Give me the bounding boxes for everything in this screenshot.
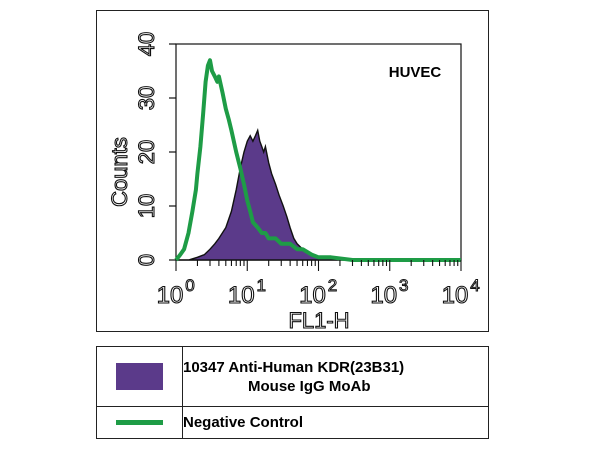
x-tick-label-1: 10 <box>228 282 255 309</box>
legend-swatch-cell <box>96 406 183 439</box>
y-tick-label-3: 30 <box>134 86 159 110</box>
x-tick-exponent-2: 2 <box>328 276 337 295</box>
series-1-line <box>174 58 461 262</box>
x-tick-label-0: 10 <box>157 282 184 309</box>
x-tick-label-4: 10 <box>442 282 469 309</box>
x-tick-exponent-4: 4 <box>470 276 479 295</box>
x-tick-exponent-3: 3 <box>399 276 408 295</box>
antibody-swatch <box>116 363 163 390</box>
legend-label-negative-control: Negative Control <box>182 406 489 439</box>
x-axis-label: FL1-H <box>288 308 349 333</box>
legend-antibody-line1: 10347 Anti-Human KDR(23B31) <box>183 358 405 376</box>
legend-antibody-line2: Mouse IgG MoAb <box>248 377 371 395</box>
legend-row-negative-control: Negative Control <box>96 406 489 439</box>
y-axis-label: Counts <box>107 137 132 207</box>
x-tick-label-3: 10 <box>370 282 397 309</box>
y-tick-label-2: 20 <box>134 140 159 164</box>
y-tick-label-4: 40 <box>134 32 159 56</box>
x-tick-label-2: 10 <box>299 282 326 309</box>
y-tick-label-1: 10 <box>134 194 159 218</box>
chart-frame: 0 10 20 30 40 10 0 10 1 10 2 10 3 10 4 FL1-H Counts HUVEC <box>96 10 489 333</box>
legend-table: 10347 Anti-Human KDR(23B31) Mouse IgG Mo… <box>96 346 489 439</box>
negative-control-swatch <box>116 420 163 425</box>
legend-row-antibody: 10347 Anti-Human KDR(23B31) Mouse IgG Mo… <box>96 346 489 407</box>
legend-swatch-cell <box>96 346 183 407</box>
legend-negative-control-text: Negative Control <box>183 414 304 431</box>
huvec-annotation: HUVEC <box>389 64 442 81</box>
x-tick-exponent-1: 1 <box>257 276 266 295</box>
x-tick-exponent-0: 0 <box>185 276 194 295</box>
series-0-area <box>176 128 461 261</box>
legend-label-antibody: 10347 Anti-Human KDR(23B31) Mouse IgG Mo… <box>182 346 489 407</box>
y-tick-label-0: 0 <box>134 254 159 266</box>
